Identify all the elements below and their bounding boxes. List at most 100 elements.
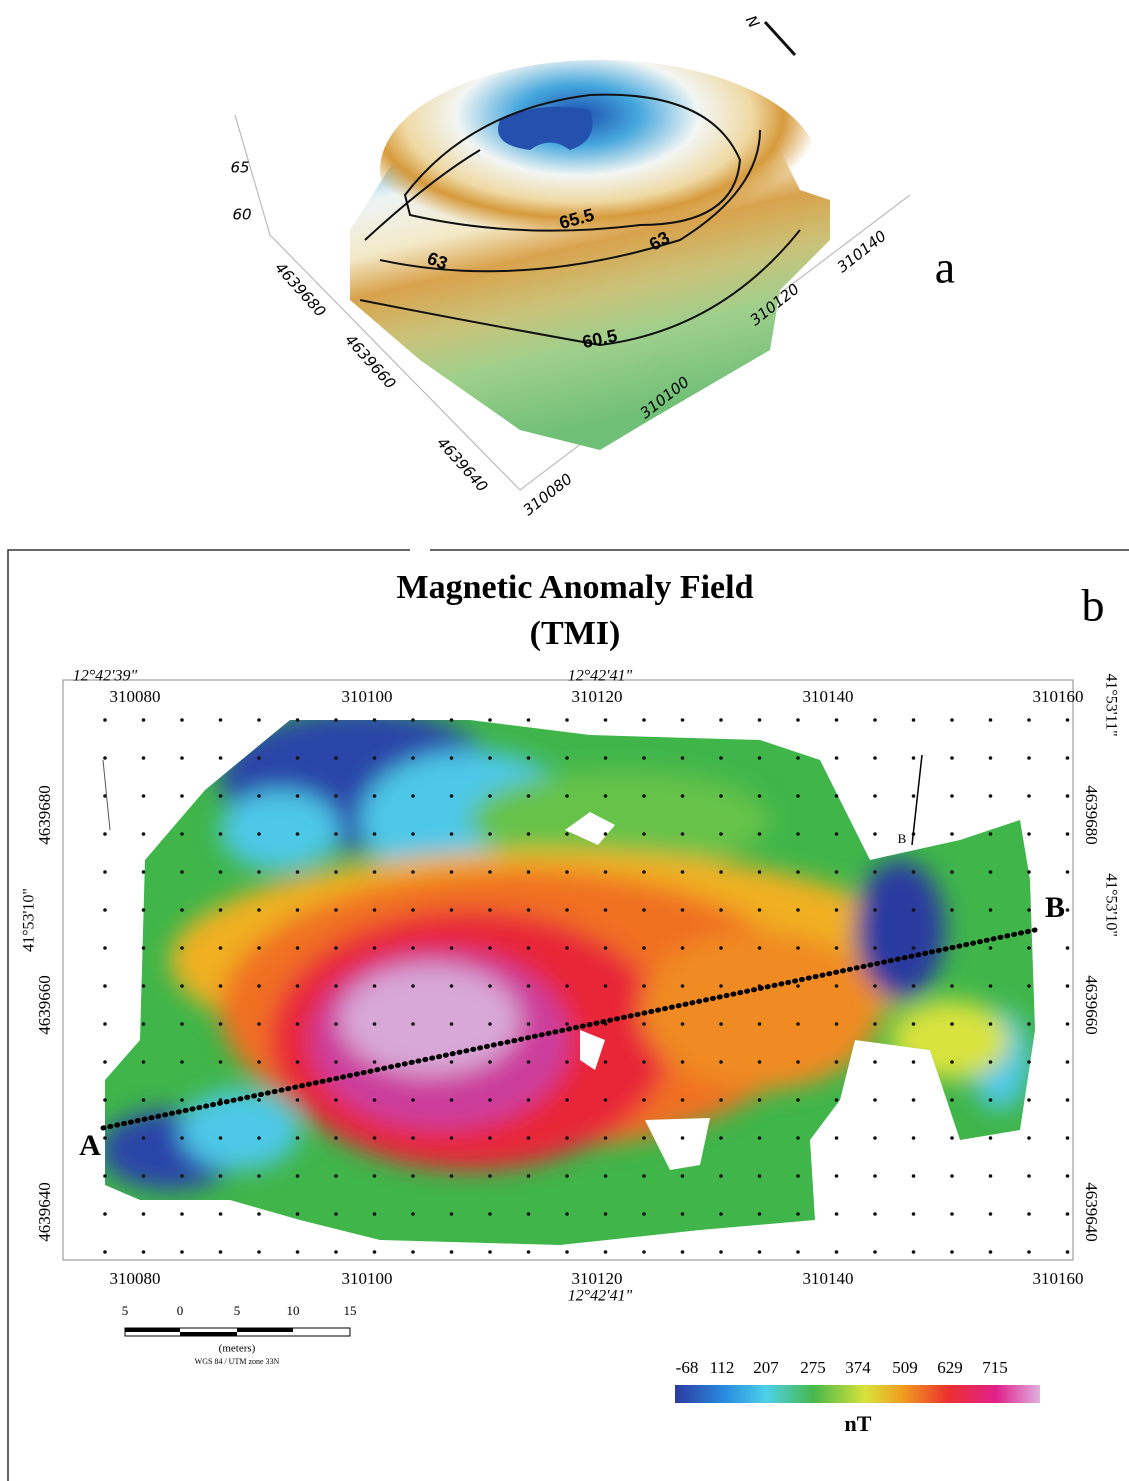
grid-dot: [334, 756, 338, 760]
grid-dot: [796, 1136, 800, 1140]
grid-dot: [142, 1098, 146, 1102]
grid-dot: [604, 984, 608, 988]
scale-bar: [125, 1328, 350, 1336]
grid-dot: [989, 1060, 993, 1064]
grid-dot: [527, 1250, 531, 1254]
grid-dot: [1027, 756, 1031, 760]
grid-dot: [527, 1174, 531, 1178]
grid-dot: [873, 1250, 877, 1254]
grid-dot: [257, 756, 261, 760]
grid-dot: [180, 870, 184, 874]
grid-dot: [796, 1098, 800, 1102]
grid-dot: [912, 1250, 916, 1254]
y-tick-label: 4639660: [35, 975, 54, 1035]
grid-dot: [796, 718, 800, 722]
grid-dot: [219, 1174, 223, 1178]
grid-dot: [488, 794, 492, 798]
grid-dot: [873, 1022, 877, 1026]
grid-dot: [565, 794, 569, 798]
grid-dot: [411, 832, 415, 836]
grid-dot: [1027, 1136, 1031, 1140]
grid-dot: [604, 1250, 608, 1254]
grid-dot: [103, 1212, 107, 1216]
grid-dot: [642, 1174, 646, 1178]
grid-dot: [912, 1022, 916, 1026]
x-tick-label: 310100: [342, 687, 393, 706]
colorbar-tick-label: 374: [845, 1358, 871, 1377]
grid-dot: [796, 1212, 800, 1216]
grid-dot: [681, 1022, 685, 1026]
grid-dot: [373, 908, 377, 912]
grid-dot: [373, 1022, 377, 1026]
grid-dot: [681, 1250, 685, 1254]
y-tick-label: 4639660: [1082, 975, 1101, 1035]
grid-dot: [527, 908, 531, 912]
colorbar-tick-label: -68: [676, 1358, 699, 1377]
grid-dot: [1027, 984, 1031, 988]
grid-dot: [681, 946, 685, 950]
grid-dot: [296, 1060, 300, 1064]
grid-dot: [296, 984, 300, 988]
grid-dot: [912, 946, 916, 950]
y-tick-label: 4639680: [1082, 785, 1101, 845]
colorbar: [675, 1385, 1040, 1403]
grid-dot: [488, 1060, 492, 1064]
grid-dot: [334, 1098, 338, 1102]
grid-dot: [642, 946, 646, 950]
grid-dot: [604, 1098, 608, 1102]
grid-dot: [796, 1022, 800, 1026]
grid-dot: [180, 1250, 184, 1254]
grid-dot: [1066, 1022, 1070, 1026]
grid-dot: [103, 1136, 107, 1140]
grid-dot: [180, 1022, 184, 1026]
grid-dot: [681, 1098, 685, 1102]
grid-dot: [642, 1250, 646, 1254]
grid-dot: [334, 908, 338, 912]
north-label: B: [898, 831, 907, 846]
grid-dot: [989, 1212, 993, 1216]
grid-dot: [296, 946, 300, 950]
grid-dot: [719, 794, 723, 798]
grid-dot: [719, 870, 723, 874]
grid-dot: [873, 1098, 877, 1102]
grid-dot: [527, 1136, 531, 1140]
grid-dot: [411, 1250, 415, 1254]
grid-dot: [1027, 1250, 1031, 1254]
grid-dot: [642, 870, 646, 874]
grid-dot: [296, 794, 300, 798]
grid-dot: [950, 832, 954, 836]
grid-dot: [488, 1098, 492, 1102]
grid-dot: [411, 794, 415, 798]
grid-dot: [835, 1174, 839, 1178]
grid-dot: [681, 756, 685, 760]
grid-dot: [411, 1022, 415, 1026]
grid-dot: [719, 984, 723, 988]
grid-dot: [796, 870, 800, 874]
scale-unit: (meters): [219, 1343, 256, 1355]
profile-label: A: [79, 1129, 101, 1162]
grid-dot: [604, 870, 608, 874]
grid-dot: [873, 756, 877, 760]
grid-dot: [642, 1136, 646, 1140]
grid-dot: [257, 946, 261, 950]
grid-dot: [142, 832, 146, 836]
grid-dot: [835, 832, 839, 836]
grid-dot: [103, 1098, 107, 1102]
grid-dot: [257, 1098, 261, 1102]
grid-dot: [103, 908, 107, 912]
grid-dot: [565, 870, 569, 874]
grid-dot: [873, 1060, 877, 1064]
grid-dot: [488, 1212, 492, 1216]
colorbar-tick-label: 715: [982, 1358, 1008, 1377]
grid-dot: [758, 832, 762, 836]
grid-dot: [642, 794, 646, 798]
grid-dot: [835, 794, 839, 798]
grid-dot: [950, 1136, 954, 1140]
grid-dot: [719, 832, 723, 836]
grid-dot: [1027, 870, 1031, 874]
grid-dot: [527, 984, 531, 988]
grid-dot: [989, 1174, 993, 1178]
anomaly-map: [100, 700, 1050, 1260]
grid-dot: [1066, 1174, 1070, 1178]
grid-dot: [989, 984, 993, 988]
